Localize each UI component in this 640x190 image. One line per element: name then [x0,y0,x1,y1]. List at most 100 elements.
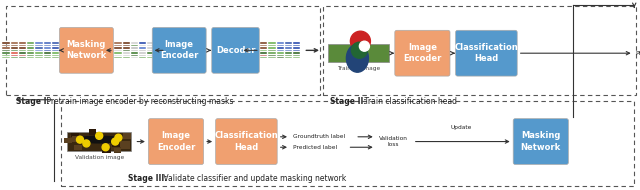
Bar [11,52,18,54]
Bar [52,55,59,56]
Bar [120,141,130,145]
Bar [44,45,51,46]
Bar [3,47,10,49]
Bar [106,52,113,54]
Bar [120,143,129,147]
Bar [35,50,43,51]
Text: Stage II:: Stage II: [330,97,366,106]
Bar [52,45,59,46]
Bar [19,52,26,54]
Bar [67,132,131,151]
Bar [328,44,389,62]
Bar [268,50,276,51]
Bar [19,50,26,51]
Bar [3,55,10,56]
Bar [285,52,292,54]
Bar [19,42,26,44]
Bar [3,50,10,51]
Text: Masking
Network: Masking Network [521,131,561,152]
Bar [102,148,111,153]
Circle shape [112,138,118,145]
Bar [44,47,51,49]
Bar [80,138,89,142]
Bar [122,42,130,44]
Bar [72,136,81,142]
Bar [260,52,268,54]
Bar [139,42,147,44]
Text: Classification
Head: Classification Head [454,43,518,63]
Bar [52,47,59,49]
Bar [123,133,131,139]
Bar [6,6,320,95]
Text: Image
Encoder: Image Encoder [403,43,442,63]
Bar [293,47,300,49]
Bar [139,57,147,58]
Bar [268,45,276,46]
Bar [44,57,51,58]
Bar [113,146,122,153]
Bar [19,55,26,56]
Bar [19,57,26,58]
Bar [147,50,154,51]
Bar [11,55,18,56]
Circle shape [102,144,109,151]
FancyBboxPatch shape [212,27,259,73]
Bar [52,42,59,44]
FancyBboxPatch shape [152,27,206,73]
Bar [293,42,300,44]
Bar [293,52,300,54]
Bar [276,45,284,46]
Bar [156,57,163,58]
Bar [156,55,163,56]
Bar [293,55,300,56]
Ellipse shape [346,44,369,72]
Bar [323,6,636,95]
Bar [44,52,51,54]
Bar [147,52,154,54]
Bar [111,145,120,150]
Bar [27,57,35,58]
Bar [131,42,138,44]
Bar [27,55,35,56]
Text: Decoder: Decoder [216,46,255,55]
Bar [122,47,130,49]
Bar [131,52,138,54]
FancyBboxPatch shape [148,119,204,165]
Bar [11,47,18,49]
Bar [139,55,147,56]
Bar [260,50,268,51]
Bar [244,57,251,58]
FancyBboxPatch shape [395,30,450,76]
Bar [115,47,122,49]
Circle shape [360,41,369,51]
Circle shape [96,132,102,139]
Bar [156,50,163,51]
Bar [252,57,259,58]
Bar [11,57,18,58]
Bar [147,47,154,49]
Bar [106,55,113,56]
Bar [252,55,259,56]
Bar [35,45,43,46]
Bar [27,47,35,49]
Bar [97,137,106,141]
Bar [65,138,72,143]
Bar [35,42,43,44]
Bar [268,57,276,58]
Bar [121,144,130,149]
Bar [147,57,154,58]
Text: Stage III:: Stage III: [128,174,168,183]
Bar [276,50,284,51]
Text: Validation image: Validation image [75,155,124,160]
Bar [114,148,121,152]
Bar [11,45,18,46]
Text: Groundtruth label: Groundtruth label [293,134,345,139]
Bar [276,47,284,49]
Bar [276,57,284,58]
Bar [293,57,300,58]
Text: Update: Update [450,125,472,130]
Bar [3,57,10,58]
FancyBboxPatch shape [216,119,277,165]
Bar [131,45,138,46]
Text: Image
Encoder: Image Encoder [157,131,195,152]
